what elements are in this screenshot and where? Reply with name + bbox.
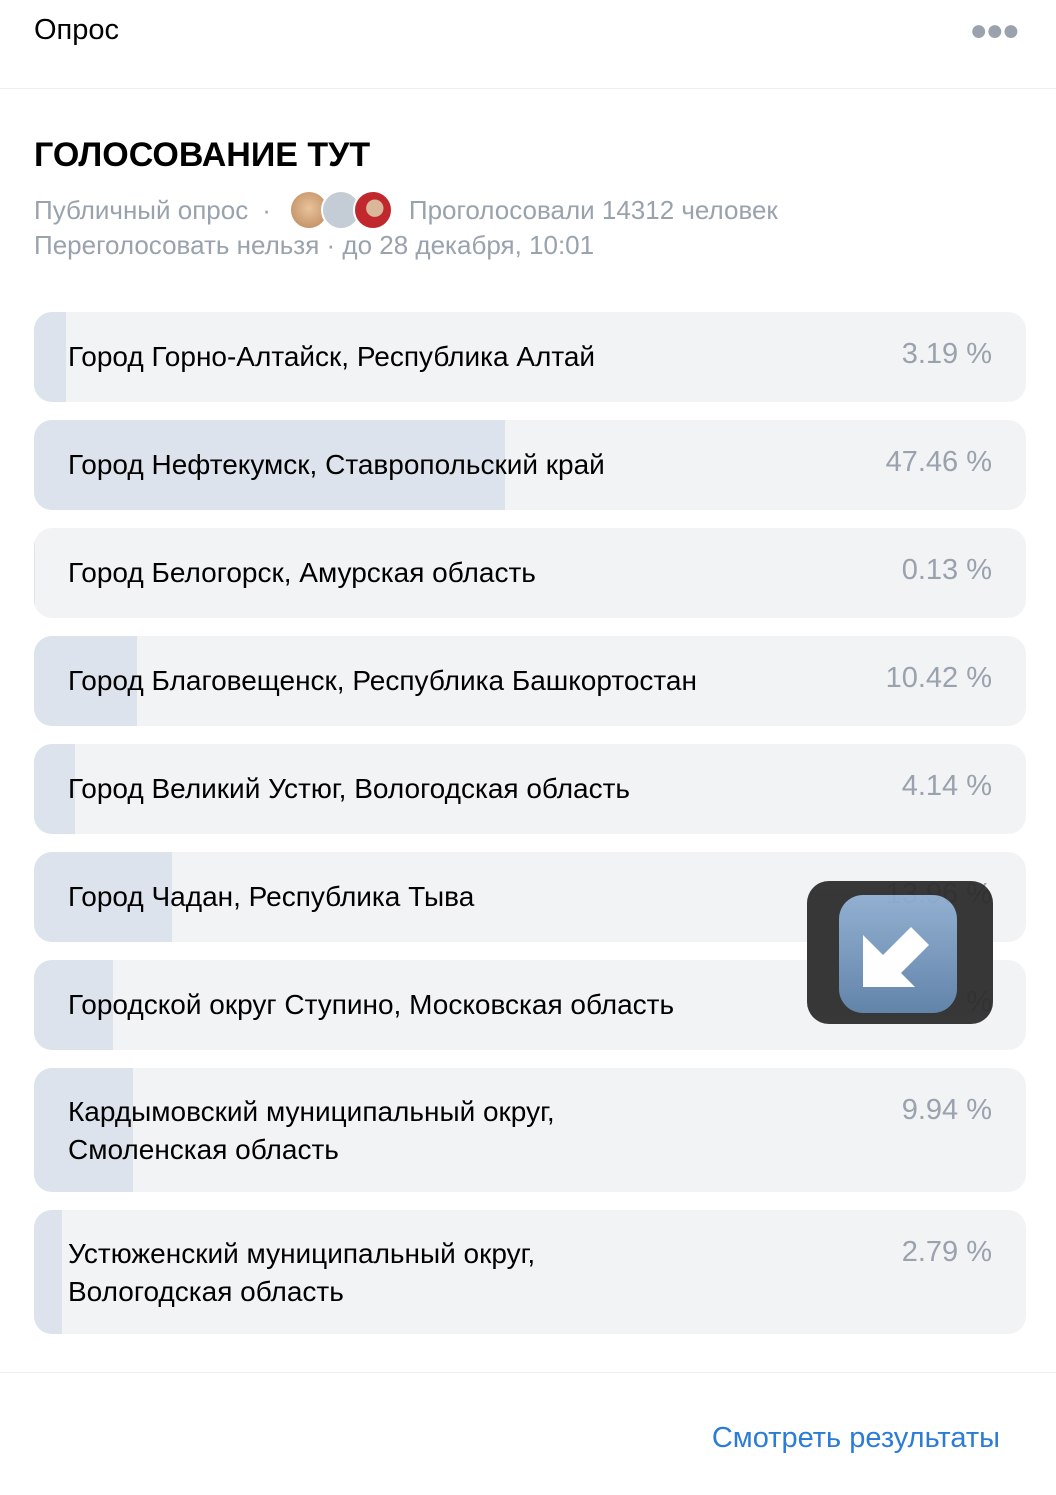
poll-option[interactable]: Кардымовский муниципальный округ, Смолен… [34,1068,1026,1192]
poll-option[interactable]: Город Благовещенск, Республика Башкортос… [34,636,1026,726]
poll-option[interactable]: Город Чадан, Республика Тыва13.96 % [34,852,1026,942]
option-label: Город Белогорск, Амурская область [68,557,536,588]
divider [0,1372,1056,1373]
voter-avatars[interactable] [288,190,393,230]
option-percent: 2.79 % [901,1236,992,1268]
header: Опрос ●●● [0,0,1056,89]
option-fill-bar [34,1210,62,1334]
option-percent: 47.46 % [885,446,992,478]
option-fill-bar [34,420,505,510]
poll-option[interactable]: Устюженский муниципальный округ, Вологод… [34,1210,1026,1334]
poll-option[interactable]: Город Белогорск, Амурская область 0.13 % [34,528,1026,618]
option-fill-bar [34,312,66,402]
arrow-down-left-icon [839,895,957,1013]
option-fill-bar [34,744,76,834]
option-label: Кардымовский муниципальный округ, Смолен… [68,1096,555,1165]
option-label: Городской округ Ступино, Московская обла… [68,989,675,1020]
poll-title: ГОЛОСОВАНИЕ ТУТ [34,136,371,174]
poll-option[interactable]: Город Великий Устюг, Вологодская область… [34,744,1026,834]
arrow-overlay[interactable] [807,881,993,1024]
header-title: Опрос [34,14,120,46]
poll-option[interactable]: Город Нефтекумск, Ставропольский край 47.… [34,420,1026,510]
more-horizontal-icon[interactable]: ●●● [969,14,1020,47]
poll-type: Публичный опрос [34,194,249,225]
option-label: Город Великий Устюг, Вологодская область [68,773,631,804]
option-percent: 9.94 % [901,1094,992,1126]
option-label: Город Горно-Алтайск, Республика Алтай [68,341,596,372]
separator: · [262,194,271,225]
revote-info: Переголосовать нельзя · до 28 декабря, 1… [34,230,595,260]
option-fill-bar [34,528,36,618]
option-percent: 0.13 % [901,554,992,586]
poll-option[interactable]: Город Горно-Алтайск, Республика Алтай 3.1… [34,312,1026,402]
option-label: Устюженский муниципальный округ, Вологод… [68,1238,536,1307]
poll-meta: Публичный опрос · Проголосовали 14312 че… [34,190,778,230]
voters-count[interactable]: Проголосовали 14312 человек [408,194,778,225]
option-label: Город Благовещенск, Республика Башкортос… [68,665,697,696]
option-fill-bar [34,852,173,942]
option-fill-bar [34,1068,133,1192]
view-results-link[interactable]: Смотреть результаты [711,1422,1000,1454]
option-fill-bar [34,636,138,726]
avatar [352,190,393,230]
poll-options: Город Горно-Алтайск, Республика Алтай 3.1… [34,312,1026,1352]
option-percent: 3.19 % [901,338,992,370]
option-fill-bar [34,960,114,1050]
option-percent: 4.14 % [901,770,992,802]
option-percent: 10.42 % [885,662,992,694]
option-label: Город Чадан, Республика Тыва [68,881,475,912]
option-label: Город Нефтекумск, Ставропольский край [68,449,605,480]
